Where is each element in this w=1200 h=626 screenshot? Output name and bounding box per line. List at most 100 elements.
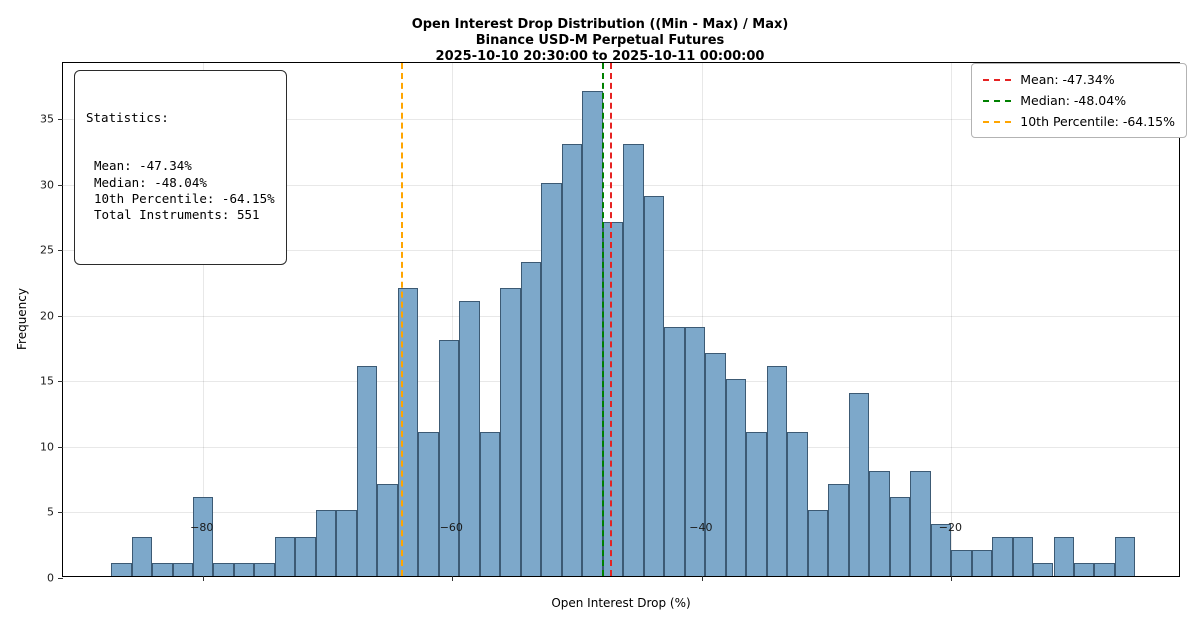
legend-dash-swatch	[983, 99, 1012, 102]
y-tick-mark	[58, 578, 63, 579]
histogram-bar	[684, 327, 706, 576]
histogram-bar	[1073, 562, 1095, 576]
histogram-bar	[520, 261, 542, 576]
histogram-bar	[131, 536, 152, 576]
chart-title: Open Interest Drop Distribution ((Min - …	[0, 17, 1200, 65]
histogram-bar	[1114, 536, 1136, 576]
x-tick-label: −60	[439, 521, 463, 534]
legend-dash-swatch	[983, 78, 1012, 81]
histogram-bar	[377, 484, 398, 576]
histogram-bar	[725, 379, 747, 576]
histogram-bar	[910, 471, 931, 576]
histogram-bar	[541, 182, 562, 576]
histogram-bar	[397, 287, 419, 576]
histogram-bar	[1012, 536, 1033, 576]
x-tick-mark	[951, 576, 953, 581]
histogram-bar	[1053, 536, 1074, 576]
histogram-bar	[111, 562, 132, 576]
x-tick-mark	[202, 576, 204, 581]
y-tick-label: 35	[40, 112, 54, 126]
x-tick-mark	[452, 576, 454, 581]
histogram-bar	[746, 431, 767, 576]
histogram-bar	[418, 431, 439, 576]
statistics-line: 10th Percentile: -64.15%	[94, 190, 275, 206]
plot-area: 0 5 10 15 20 25 30 35	[40, 62, 1180, 585]
y-tick-label: 0	[47, 571, 54, 585]
chart-title-line3: 2025-10-10 20:30:00 to 2025-10-11 00:00:…	[435, 49, 765, 64]
statistics-line: Median: -48.04%	[94, 174, 207, 190]
histogram-bar	[356, 366, 378, 576]
histogram-bar	[172, 562, 193, 576]
histogram-bar	[336, 510, 357, 576]
histogram-bar	[889, 497, 911, 576]
histogram-bar	[274, 536, 296, 576]
y-tick-label: 30	[40, 178, 54, 192]
histogram-bar	[582, 91, 603, 576]
histogram-bar	[602, 222, 624, 576]
gridline-vertical	[452, 63, 454, 576]
histogram-bar	[192, 497, 214, 576]
histogram-bar	[233, 562, 255, 576]
gridline-horizontal	[63, 119, 1179, 121]
y-tick-mark	[58, 119, 63, 121]
histogram-bar	[438, 340, 460, 576]
x-axis-label: Open Interest Drop (%)	[551, 596, 691, 610]
y-tick-mark	[58, 315, 63, 317]
x-tick-label: −20	[938, 521, 963, 534]
median-line	[601, 63, 604, 576]
histogram-bar	[561, 143, 583, 576]
y-tick-mark	[58, 512, 63, 514]
histogram-bar	[951, 549, 972, 576]
histogram-bar	[459, 300, 480, 576]
y-tick-mark	[58, 250, 63, 252]
gridline-horizontal	[63, 184, 1179, 186]
chart-title-line2: Binance USD-M Perpetual Futures	[475, 33, 725, 48]
y-tick-mark	[58, 381, 63, 383]
x-tick-label: −40	[689, 521, 713, 534]
statistics-line: Mean: -47.34%	[94, 158, 192, 174]
y-tick-mark	[58, 446, 63, 448]
histogram-bar	[254, 562, 275, 576]
histogram-bar	[971, 549, 993, 576]
legend-label: Mean: -47.34%	[1020, 72, 1115, 87]
chart-title-line1: Open Interest Drop Distribution ((Min - …	[411, 17, 789, 32]
x-tick-label: −80	[190, 521, 214, 534]
y-axis-label: Frequency	[15, 288, 29, 350]
legend-label: 10th Percentile: -64.15%	[1020, 114, 1175, 129]
y-tick-label: 15	[40, 374, 54, 388]
histogram-bar	[1094, 562, 1115, 576]
mean-line	[610, 63, 613, 576]
histogram-bar	[1033, 562, 1054, 576]
statistics-title: Statistics:	[86, 109, 169, 125]
histogram-bar	[315, 510, 337, 576]
histogram-bar	[705, 353, 726, 576]
legend-item: Median: -48.04%	[983, 93, 1175, 108]
histogram-bar	[807, 510, 829, 576]
y-tick-mark	[58, 184, 63, 186]
gridline-vertical	[701, 63, 703, 576]
histogram-bar	[213, 562, 234, 576]
histogram-bar	[623, 143, 644, 576]
histogram-bar	[152, 562, 173, 576]
y-tick-label: 5	[47, 505, 54, 519]
legend-dash-swatch	[983, 120, 1012, 123]
histogram-bar	[869, 471, 890, 576]
histogram-bar	[643, 195, 665, 576]
x-tick-mark	[701, 576, 703, 581]
histogram-bar	[848, 392, 870, 576]
legend-item: Mean: -47.34%	[983, 72, 1175, 87]
legend-item: 10th Percentile: -64.15%	[983, 114, 1175, 129]
statistics-line: Total Instruments: 551	[94, 207, 260, 222]
gridline-vertical	[202, 63, 204, 576]
statistics-lines: Mean: -47.34% Median: -48.04% 10th Percent…	[86, 158, 275, 223]
statistics-box: Statistics: Mean: -47.34% Median: -48.04%…	[74, 70, 287, 265]
gridline-vertical	[951, 63, 953, 576]
histogram-bar	[992, 536, 1013, 576]
y-tick-label: 20	[40, 309, 54, 323]
histogram-bar	[930, 523, 952, 576]
y-tick-label: 10	[40, 440, 54, 454]
legend-label: Median: -48.04%	[1020, 93, 1127, 108]
histogram-bar	[664, 327, 685, 576]
legend: Mean: -47.34% Median: -48.04% 10th Percent…	[971, 63, 1187, 138]
